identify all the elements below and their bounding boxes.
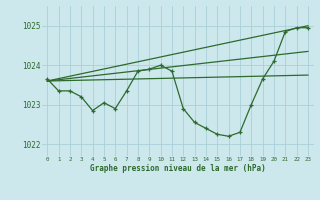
X-axis label: Graphe pression niveau de la mer (hPa): Graphe pression niveau de la mer (hPa) [90, 164, 266, 173]
